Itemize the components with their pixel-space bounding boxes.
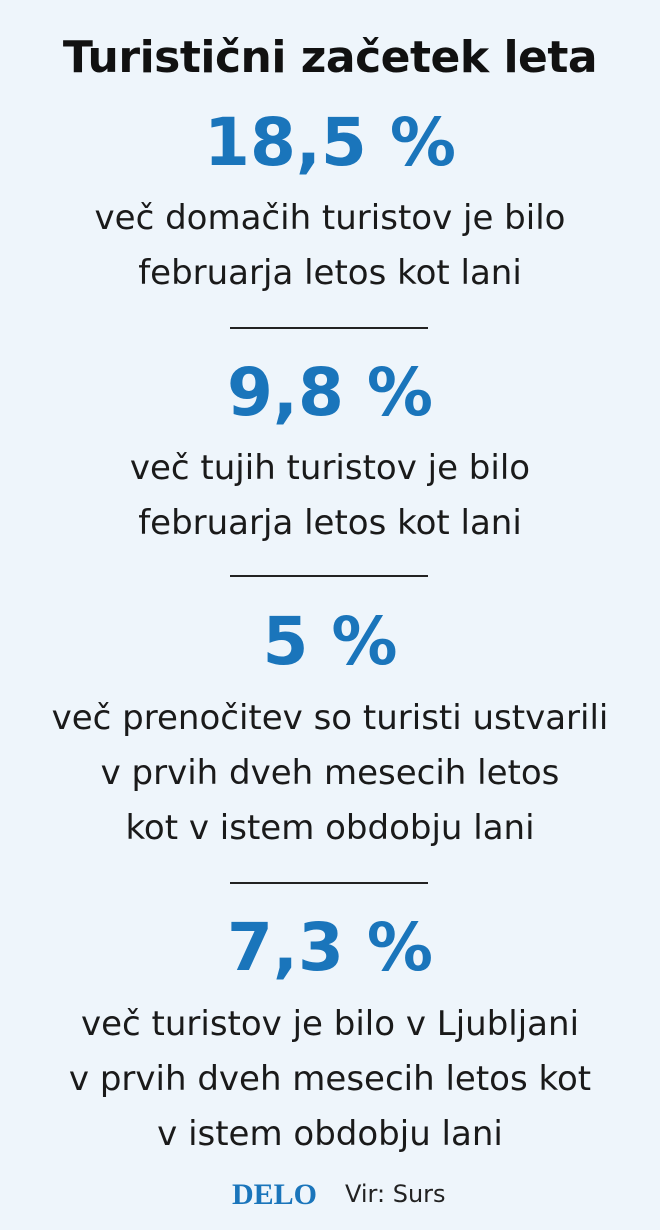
description-line: v istem obdobju lani bbox=[157, 1114, 503, 1154]
description-line: v prvih dveh mesecih letos kot bbox=[68, 1059, 592, 1099]
divider bbox=[230, 327, 428, 329]
stat: 9,8 % bbox=[226, 354, 434, 431]
stat: 7,3 % bbox=[226, 909, 434, 986]
logo: DELO bbox=[232, 1178, 318, 1211]
source: Vir: Surs bbox=[345, 1180, 446, 1208]
description-line: v prvih dveh mesecih letos bbox=[100, 753, 560, 793]
description-line: več turistov je bilo v Ljubljani bbox=[80, 1004, 580, 1044]
title: Turistični začetek leta bbox=[62, 32, 598, 83]
stat: 18,5 % bbox=[204, 104, 456, 181]
description-line: februarja letos kot lani bbox=[138, 503, 522, 543]
description-line: več prenočitev so turisti ustvarili bbox=[51, 698, 609, 738]
divider bbox=[230, 575, 428, 577]
description-line: več tujih turistov je bilo bbox=[129, 448, 531, 488]
description-line: kot v istem obdobju lani bbox=[125, 808, 535, 848]
description-line: februarja letos kot lani bbox=[138, 253, 522, 293]
stat: 5 % bbox=[262, 603, 398, 680]
description-line: več domačih turistov je bilo bbox=[94, 198, 566, 238]
divider bbox=[230, 882, 428, 884]
